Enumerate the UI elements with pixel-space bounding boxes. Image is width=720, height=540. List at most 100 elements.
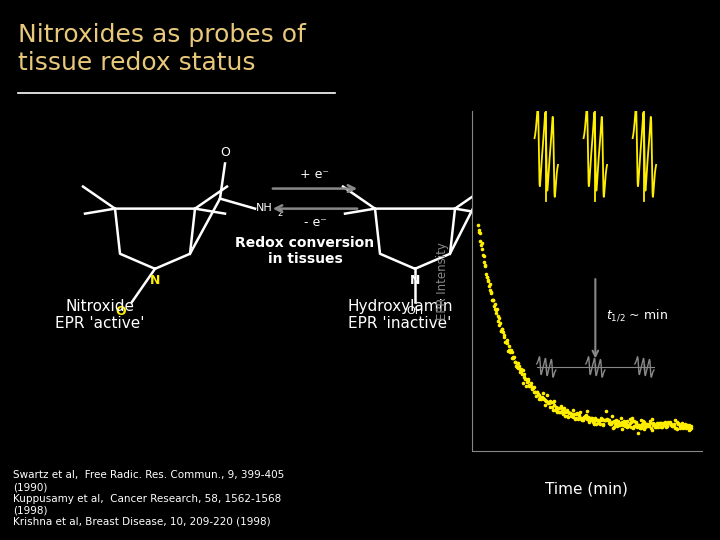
Point <box>506 354 518 362</box>
Point <box>534 393 546 401</box>
Point <box>627 417 639 426</box>
Point <box>616 417 627 426</box>
Point <box>500 338 512 347</box>
Point <box>583 418 595 427</box>
Point <box>494 321 505 329</box>
Point <box>613 418 625 427</box>
Point <box>664 417 675 426</box>
Point <box>616 413 627 422</box>
Point <box>526 384 538 393</box>
Point <box>646 415 657 423</box>
Point <box>546 398 557 407</box>
Point <box>606 418 618 427</box>
Point <box>569 414 580 423</box>
Point <box>547 405 559 414</box>
Point <box>599 416 611 424</box>
Point <box>680 423 691 431</box>
Point <box>663 419 675 428</box>
Point <box>613 421 624 429</box>
Point <box>507 354 518 362</box>
Point <box>607 412 618 421</box>
Point <box>496 325 508 333</box>
Point <box>564 409 576 417</box>
Point <box>588 420 599 428</box>
Point <box>486 295 498 304</box>
Point <box>640 423 652 432</box>
Point <box>501 335 513 344</box>
Point <box>495 327 506 335</box>
Point <box>579 411 590 420</box>
Point <box>482 275 494 284</box>
Point <box>604 420 616 429</box>
Point <box>670 424 682 433</box>
Point <box>625 423 636 432</box>
Point <box>647 426 658 435</box>
Point <box>554 408 566 416</box>
Point <box>675 421 687 430</box>
Text: Nitroxide
EPR 'active': Nitroxide EPR 'active' <box>55 299 145 332</box>
Point <box>474 229 485 238</box>
Point <box>490 306 502 315</box>
Point <box>557 410 569 418</box>
Point <box>562 412 573 421</box>
Point <box>661 422 672 430</box>
Point <box>632 429 644 437</box>
Point <box>541 390 553 399</box>
Point <box>636 420 648 429</box>
Point <box>543 397 554 406</box>
Point <box>570 409 581 418</box>
Point <box>611 421 623 429</box>
Point <box>649 421 661 430</box>
Point <box>660 420 672 428</box>
Point <box>515 367 526 375</box>
Text: NH: NH <box>256 202 273 213</box>
Point <box>551 403 562 411</box>
Point <box>685 423 696 432</box>
Point <box>477 251 489 260</box>
Text: 2: 2 <box>532 209 537 218</box>
Text: $t_{1/2}$ ~ min: $t_{1/2}$ ~ min <box>606 307 668 323</box>
Point <box>491 305 503 313</box>
Point <box>649 422 660 431</box>
Point <box>556 407 567 416</box>
Point <box>511 359 523 367</box>
Point <box>530 388 541 397</box>
Point <box>585 416 596 424</box>
Point <box>680 423 692 432</box>
Point <box>617 418 629 427</box>
Point <box>550 404 562 413</box>
Point <box>676 423 688 431</box>
Point <box>561 406 572 415</box>
Point <box>519 375 531 383</box>
Text: OH: OH <box>406 306 423 316</box>
Point <box>683 421 695 429</box>
Point <box>648 419 660 428</box>
Point <box>621 423 633 431</box>
Point <box>518 370 530 379</box>
Point <box>482 272 493 281</box>
Point <box>665 421 676 430</box>
Point <box>545 398 557 407</box>
Point <box>631 418 642 427</box>
Point <box>503 342 514 351</box>
Point <box>580 410 592 419</box>
Text: NH: NH <box>511 202 528 213</box>
Point <box>562 413 574 421</box>
Point <box>495 327 507 335</box>
Point <box>651 422 662 431</box>
Point <box>472 221 484 230</box>
Text: - e⁻: - e⁻ <box>304 215 326 228</box>
Point <box>512 359 523 367</box>
Point <box>479 260 490 269</box>
Point <box>520 375 531 383</box>
Point <box>546 397 558 406</box>
Point <box>591 415 603 424</box>
Point <box>498 328 509 337</box>
Point <box>543 399 554 407</box>
Text: O: O <box>115 305 126 318</box>
Point <box>482 276 493 285</box>
Point <box>546 403 558 412</box>
Point <box>559 407 571 416</box>
Point <box>672 418 683 427</box>
Point <box>601 415 613 423</box>
